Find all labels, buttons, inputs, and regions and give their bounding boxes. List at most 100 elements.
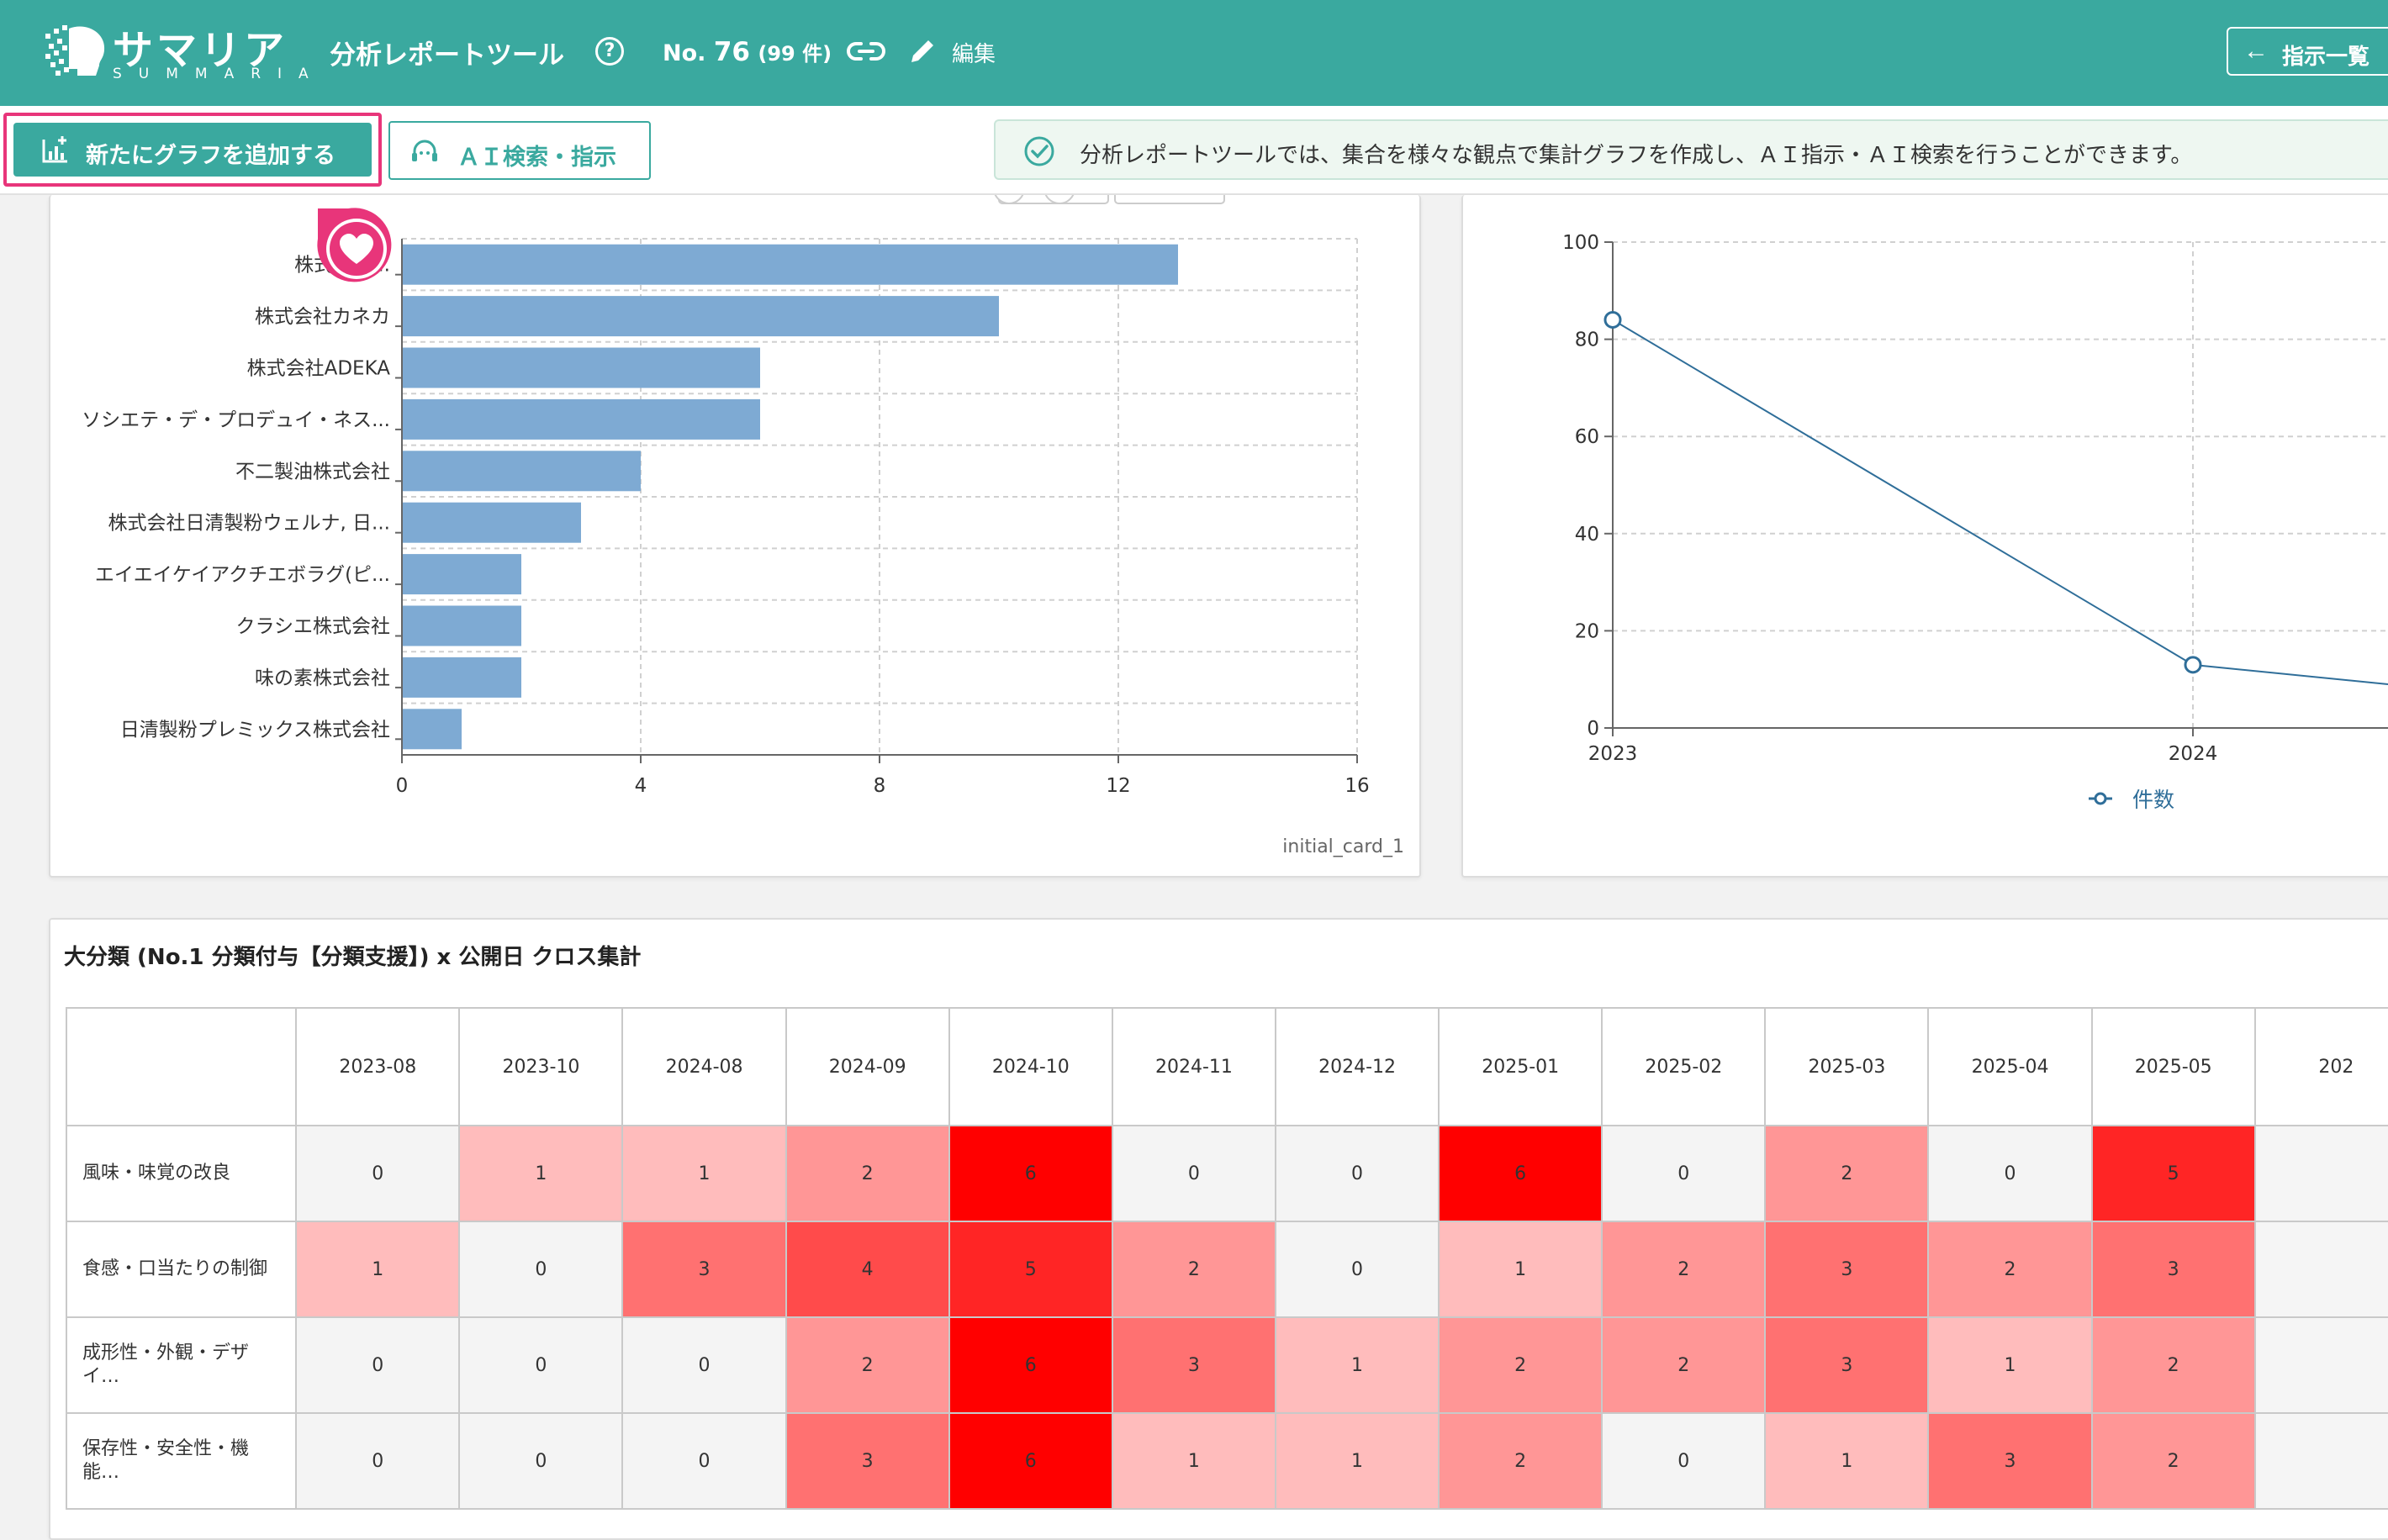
heatmap-cell[interactable]: 0 [1927,1125,2093,1222]
y-tick-label: 0 [1587,718,1599,740]
pencil-icon[interactable] [908,37,937,66]
heatmap-cell[interactable]: 6 [1438,1125,1603,1222]
x-tick-label: 2023 [1588,743,1638,765]
heatmap-cell[interactable]: 3 [1927,1412,2093,1510]
link-icon[interactable] [846,37,886,66]
ai-search-label: ＡＩ検索・指示 [457,145,616,170]
heatmap-cell[interactable]: 1 [458,1125,624,1222]
heatmap-cell[interactable] [2253,1412,2388,1510]
heatmap-cell[interactable]: 2 [1111,1221,1276,1318]
heatmap-cell[interactable]: 3 [621,1221,787,1318]
card-id-label: initial_card_1 [1282,836,1404,857]
add-graph-button[interactable]: 新たにグラフを追加する [13,123,372,177]
bar [402,709,462,750]
back-to-list-button[interactable]: ← 指示一覧 [2227,27,2388,76]
heatmap-cell[interactable] [2253,1316,2388,1414]
heatmap-cell[interactable]: 1 [621,1125,787,1222]
heatmap-cell[interactable]: 0 [458,1316,624,1414]
heatmap-cell[interactable]: 4 [785,1221,950,1318]
column-header: 202 [2253,1007,2388,1126]
heatmap-cell[interactable]: 1 [1111,1412,1276,1510]
chart-tool-button [1114,195,1225,204]
heatmap-cell[interactable]: 0 [1274,1221,1440,1318]
column-header: 2025-04 [1927,1007,2093,1126]
heatmap-cell[interactable]: 0 [458,1412,624,1510]
heatmap-cell[interactable]: 0 [1274,1125,1440,1222]
data-point [1603,310,1622,329]
add-graph-highlight: 新たにグラフを追加する [3,113,382,187]
column-header: 2023-08 [295,1007,461,1126]
heatmap-cell[interactable] [2253,1221,2388,1318]
data-point [2184,656,2202,674]
help-icon[interactable]: ? [595,37,624,66]
edit-link[interactable]: 編集 [952,42,996,67]
report-number-prefix: No. [663,40,706,66]
heatmap-cell[interactable]: 0 [458,1221,624,1318]
heatmap-cell[interactable]: 0 [295,1316,461,1414]
info-banner-text: 分析レポートツールでは、集合を様々な観点で集計グラフを作成し、ＡＩ指示・ＡＩ検索… [1080,143,2193,168]
yearly-line-chart: 0 20 40 60 80 100 2023 2024 件数 [1562,232,2388,812]
heatmap-cell[interactable]: 0 [1601,1412,1767,1510]
heatmap-cell[interactable]: 2 [785,1316,950,1414]
bar [402,398,760,440]
yearly-line-chart-card: 0 20 40 60 80 100 2023 2024 件数 [1461,195,2388,878]
heatmap-cell[interactable] [2253,1125,2388,1222]
heatmap-cell[interactable]: 3 [1111,1316,1276,1414]
app-title: 分析レポートツール [330,40,564,71]
ai-search-button[interactable]: ＡＩ検索・指示 [388,121,651,180]
heatmap-cell[interactable]: 3 [1764,1221,1930,1318]
heatmap-cell[interactable]: 1 [1438,1221,1603,1318]
heatmap-cell[interactable]: 2 [2090,1316,2256,1414]
row-header: 食感・口当たりの制御 [65,1221,298,1318]
heatmap-cell[interactable]: 5 [948,1221,1113,1318]
y-tick-label: 20 [1575,620,1599,642]
heatmap-cell[interactable]: 1 [1274,1316,1440,1414]
category-label: 日清製粉プレミックス株式会社 [120,719,390,741]
heatmap-cell[interactable]: 2 [1438,1412,1603,1510]
category-label: 株式会社カネカ [255,306,390,328]
add-chart-icon [42,136,67,163]
column-header: 2024-10 [948,1007,1113,1126]
heatmap-cell[interactable]: 2 [1438,1316,1603,1414]
heatmap-cell[interactable]: 6 [948,1125,1113,1222]
heatmap-cell[interactable]: 2 [785,1125,950,1222]
heatmap-cell[interactable]: 0 [1111,1125,1276,1222]
heatmap-cell[interactable]: 1 [1764,1412,1930,1510]
bar [402,502,581,543]
heatmap-cell[interactable]: 1 [1274,1412,1440,1510]
heatmap-cell[interactable]: 2 [1927,1221,2093,1318]
heatmap-cell[interactable]: 0 [1601,1125,1767,1222]
toolbar: 新たにグラフを追加する ＡＩ検索・指示 分析レポートツールでは、集合を様々な観点… [0,106,2388,195]
legend-label: 件数 [2132,788,2174,812]
check-circle-icon [1024,136,1054,166]
y-tick-label: 100 [1562,232,1599,254]
y-tick-label: 40 [1575,524,1599,546]
category-label: クラシエ株式会社 [235,616,390,638]
heatmap-cell[interactable]: 6 [948,1412,1113,1510]
chart-tool-icon [1044,195,1075,204]
column-header: 2024-11 [1111,1007,1276,1126]
heatmap-cell[interactable]: 3 [785,1412,950,1510]
category-label: 味の素株式会社 [255,667,390,689]
heatmap-cell[interactable]: 1 [1927,1316,2093,1414]
heatmap-cell[interactable]: 0 [295,1412,461,1510]
cross-tab-table: 2023-08 2023-10 2024-08 2024-09 2024-10 2024-… [65,1007,2388,1510]
heatmap-cell[interactable]: 5 [2090,1125,2256,1222]
heatmap-cell[interactable]: 3 [1764,1316,1930,1414]
heatmap-cell[interactable]: 3 [2090,1221,2256,1318]
heatmap-cell[interactable]: 2 [1601,1316,1767,1414]
column-header: 2024-12 [1274,1007,1440,1126]
bar [402,605,521,646]
heatmap-cell[interactable]: 2 [1764,1125,1930,1222]
heatmap-cell[interactable]: 6 [948,1316,1113,1414]
heatmap-cell[interactable]: 1 [295,1221,461,1318]
heatmap-cell[interactable]: 0 [295,1125,461,1222]
heatmap-cell[interactable]: 0 [621,1412,787,1510]
heatmap-cell[interactable]: 2 [1601,1221,1767,1318]
heatmap-cell[interactable]: 2 [2090,1412,2256,1510]
column-header: 2025-03 [1764,1007,1930,1126]
add-graph-label: 新たにグラフを追加する [86,143,335,168]
heatmap-cell[interactable]: 0 [621,1316,787,1414]
logo-icon [45,25,105,76]
row-header: 保存性・安全性・機能… [65,1412,298,1510]
